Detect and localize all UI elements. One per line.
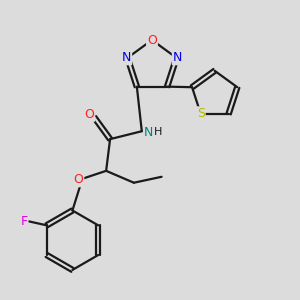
Text: F: F (20, 215, 28, 228)
Text: N: N (144, 126, 153, 139)
Text: H: H (154, 127, 162, 137)
Text: S: S (197, 107, 205, 120)
Text: O: O (74, 173, 83, 186)
Text: O: O (84, 108, 94, 121)
Text: N: N (122, 51, 131, 64)
Text: N: N (173, 51, 182, 64)
Text: O: O (147, 34, 157, 46)
